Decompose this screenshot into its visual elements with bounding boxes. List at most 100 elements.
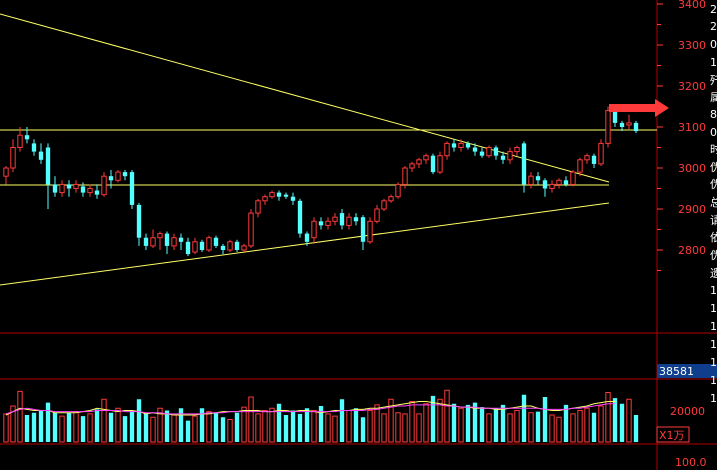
volume-bar-up	[59, 415, 65, 443]
volume-tick-20000: 20000	[670, 405, 705, 418]
volume-bar-down	[66, 412, 72, 442]
volume-bar-up	[332, 415, 338, 443]
right-fragment: 总	[710, 195, 717, 209]
right-fragment: 0	[710, 126, 717, 139]
right-fragment: 8	[710, 108, 717, 121]
volume-bar-down	[451, 403, 457, 442]
right-fragment: 属	[710, 91, 717, 104]
volume-bar-down	[94, 409, 100, 442]
right-fragment: 2	[710, 20, 717, 33]
volume-bar-up	[388, 398, 394, 443]
candle-body-down	[283, 194, 289, 197]
volume-value-label: 38581	[659, 365, 694, 378]
volume-bar-up	[255, 413, 261, 443]
volume-bar-up	[3, 413, 9, 443]
candle-body-up	[325, 220, 331, 226]
volume-bar-down	[108, 412, 114, 442]
volume-bar-up	[556, 416, 562, 443]
plot-background	[0, 0, 657, 470]
volume-bar-down	[220, 417, 226, 442]
candle-body-down	[143, 237, 149, 246]
volume-bar-up	[262, 410, 268, 443]
candle-body-up	[584, 155, 590, 161]
candle-body-up	[269, 192, 275, 198]
candle-body-up	[605, 110, 611, 144]
candle-body-down	[45, 147, 51, 185]
candle-body-up	[227, 241, 233, 251]
volume-bar-up	[528, 412, 534, 443]
volume-bar-down	[318, 406, 324, 442]
volume-bar-up	[570, 413, 576, 443]
price-tick-label: 2900	[678, 203, 706, 216]
volume-bar-up	[325, 413, 331, 443]
volume-bar-down	[178, 408, 184, 442]
volume-bar-down	[542, 397, 548, 442]
candle-body-up	[59, 183, 65, 194]
bottom-label: 100.0	[675, 456, 707, 469]
volume-bar-down	[52, 412, 58, 442]
volume-bar-up	[346, 410, 352, 443]
price-tick-label: 3400	[678, 0, 706, 11]
volume-bar-up	[409, 401, 415, 443]
candle-body-up	[577, 159, 583, 173]
volume-bar-down	[276, 403, 282, 442]
volume-bar-up	[115, 407, 121, 443]
candle-body-up	[458, 142, 464, 148]
candle-body-down	[318, 221, 324, 226]
volume-bar-up	[374, 404, 380, 443]
volume-bar-up	[423, 403, 429, 443]
candle-body-down	[199, 241, 205, 250]
volume-bar-up	[514, 410, 520, 443]
candle-body-up	[556, 179, 562, 185]
volume-bar-up	[598, 405, 604, 443]
candle-body-up	[444, 142, 450, 157]
right-fragment: 遗	[710, 266, 717, 280]
volume-bar-down	[500, 404, 506, 442]
candle-body-down	[290, 196, 296, 201]
candle-body-up	[437, 155, 443, 173]
volume-bar-down	[591, 412, 597, 442]
candle-body-up	[206, 237, 212, 251]
candle-body-down	[66, 184, 72, 189]
volume-bar-up	[241, 406, 247, 443]
candle-body-up	[10, 147, 16, 169]
candle-body-down	[353, 217, 359, 222]
candle-body-down	[493, 147, 499, 156]
candle-body-down	[619, 122, 625, 127]
volume-bar-down	[430, 395, 436, 442]
volume-bar-down	[185, 420, 191, 442]
candle-body-up	[549, 183, 555, 189]
volume-bar-down	[563, 404, 569, 442]
volume-bar-up	[157, 407, 163, 443]
volume-bar-down	[31, 412, 37, 442]
candle-body-down	[612, 110, 618, 123]
candle-body-up	[346, 216, 352, 226]
candle-body-down	[430, 155, 436, 173]
candle-body-up	[73, 183, 79, 189]
volume-bar-up	[458, 407, 464, 443]
right-fragment: 依	[710, 231, 717, 244]
right-fragment: 伪	[710, 249, 717, 262]
candle-body-up	[388, 196, 394, 202]
volume-bar-down	[353, 408, 359, 442]
candle-body-up	[262, 196, 268, 202]
trend-lines	[0, 13, 657, 286]
volume-bar-up	[381, 413, 387, 443]
volume-bar-up	[549, 414, 555, 443]
volume-bar-up	[444, 389, 450, 443]
candle-body-down	[24, 135, 30, 140]
candle-body-down	[542, 180, 548, 189]
candle-body-down	[479, 151, 485, 156]
volume-bar-up	[10, 405, 16, 443]
volume-bar-down	[45, 402, 51, 442]
volume-bar-down	[612, 398, 618, 442]
volume-unit-label: X1万	[659, 429, 685, 442]
candle-body-down	[521, 143, 527, 185]
candle-body-down	[591, 155, 597, 164]
price-tick-label: 2800	[678, 244, 706, 257]
candle-body-up	[374, 208, 380, 222]
candle-body-down	[129, 172, 135, 205]
candle-body-down	[465, 143, 471, 148]
candle-body-up	[171, 237, 177, 247]
